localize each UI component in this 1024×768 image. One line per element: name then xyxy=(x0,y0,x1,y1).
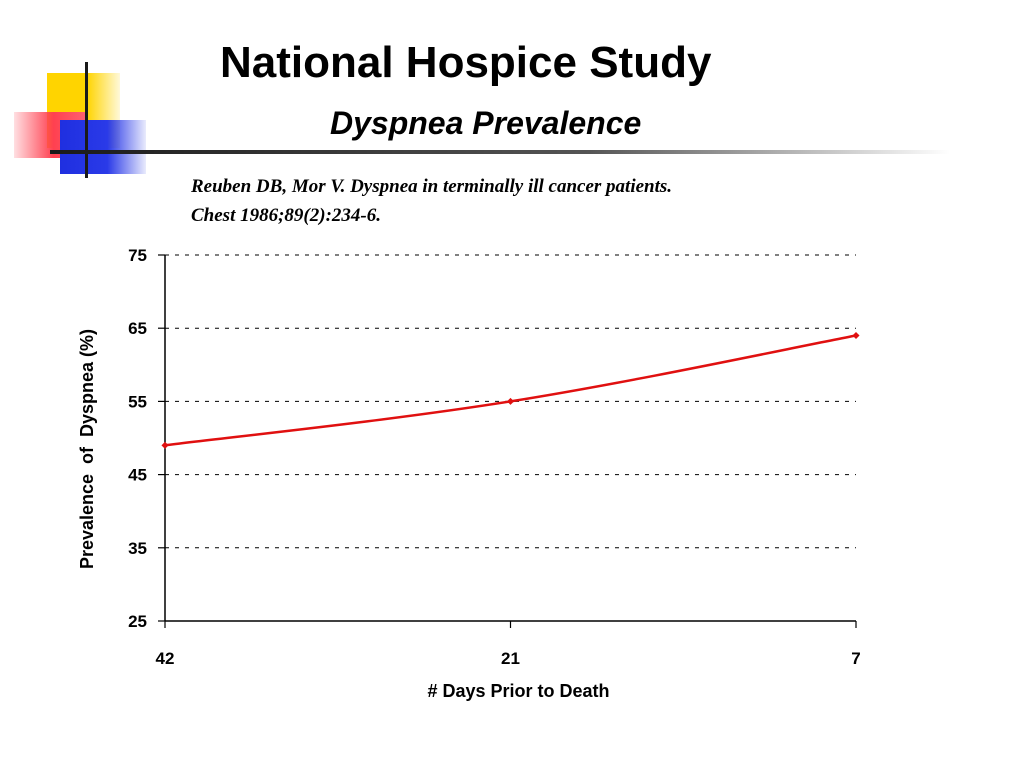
y-tick-label: 55 xyxy=(128,392,147,411)
data-point xyxy=(506,397,515,405)
data-point xyxy=(161,441,169,449)
x-tick-label: 42 xyxy=(156,649,175,668)
decor-blue-square xyxy=(60,120,146,174)
citation: Reuben DB, Mor V. Dyspnea in terminally … xyxy=(191,172,672,230)
title-underline xyxy=(50,150,950,154)
y-axis-ticks: 25 35 45 55 65 75 xyxy=(128,246,165,631)
series xyxy=(161,331,860,449)
y-tick-label: 25 xyxy=(128,612,147,631)
axes xyxy=(164,255,856,622)
citation-line-2: Chest 1986;89(2):234-6. xyxy=(191,205,381,226)
page-subtitle: Dyspnea Prevalence xyxy=(330,105,642,141)
y-tick-label: 35 xyxy=(128,539,147,558)
x-axis-label: # Days Prior to Death xyxy=(427,681,609,701)
x-axis-ticks: 42 21 7 xyxy=(156,621,861,668)
x-tick-label: 21 xyxy=(501,649,520,668)
y-tick-label: 45 xyxy=(128,466,147,485)
series-line xyxy=(164,334,857,447)
decor-vertical-line xyxy=(85,62,88,178)
y-axis-label: Prevalence of Dyspnea (%) xyxy=(77,329,97,569)
y-tick-label: 75 xyxy=(128,246,147,265)
citation-line-1: Reuben DB, Mor V. Dyspnea in terminally … xyxy=(191,176,673,197)
data-point xyxy=(852,331,860,340)
x-tick-label: 7 xyxy=(851,649,860,668)
y-tick-label: 65 xyxy=(128,319,147,338)
page-title: National Hospice Study xyxy=(220,38,712,87)
